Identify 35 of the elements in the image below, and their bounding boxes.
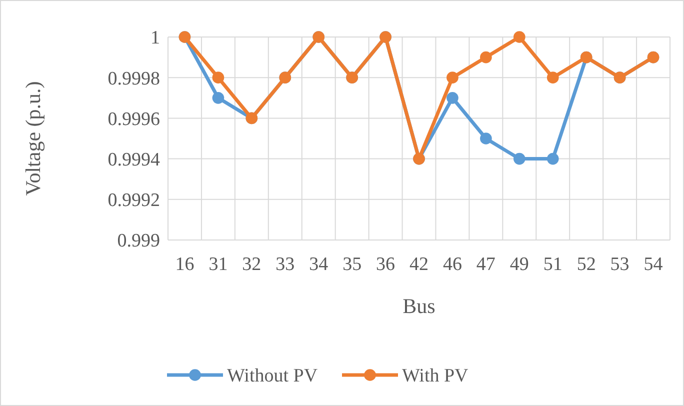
x-tick-label: 36 [376,254,396,275]
point [513,152,526,165]
x-tick-label: 16 [175,254,194,275]
point [480,132,492,144]
point [212,92,224,104]
x-tick-label: 49 [510,254,529,275]
x-tick-label: 33 [276,254,295,275]
x-tick-label: 54 [644,254,664,275]
point [446,72,458,84]
point [546,72,559,84]
y-tick-label: 0.9998 [108,68,160,90]
y-tick-label: 0.9992 [108,190,160,212]
point [446,92,458,104]
x-tick-label: 35 [342,254,362,275]
point [212,72,224,84]
point [513,31,526,43]
x-tick-label: 47 [476,254,496,275]
x-axis-title: Bus [402,294,436,318]
y-tick-label: 0.9996 [108,108,160,130]
x-tick-label: 53 [610,254,630,275]
legend-label: With PV [402,366,469,387]
y-tick-label: 0.999 [117,230,160,252]
x-tick-label: 42 [410,254,428,275]
y-tick-label: 0.9994 [108,149,160,170]
legend-label: Without PV [227,366,318,387]
y-tick-label: 1 [150,28,160,49]
y-axis-title: Voltage (p.u.) [21,81,45,196]
x-tick-label: 34 [309,254,329,275]
x-tick-label: 51 [543,254,562,275]
x-tick-label: 46 [442,254,462,275]
x-tick-label: 31 [208,254,228,275]
x-tick-label: 32 [242,254,262,275]
x-tick-label: 52 [576,254,596,275]
point [546,152,559,165]
point [480,51,492,64]
